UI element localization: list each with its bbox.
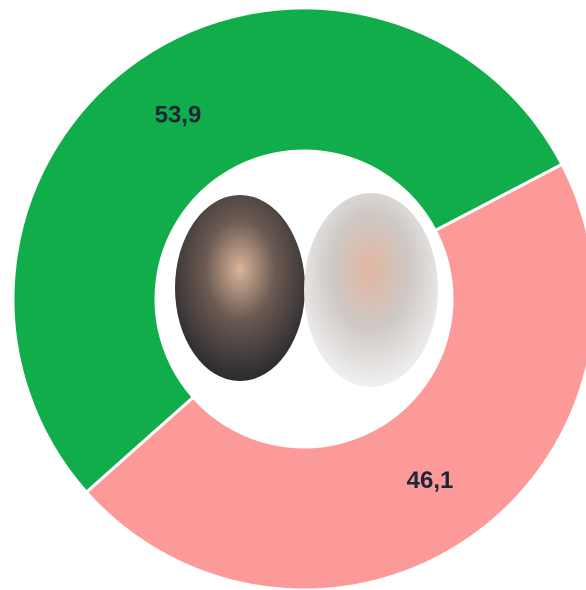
page: {"chart_data": {"type": "donut", "values…: [0, 0, 586, 590]
value-label: 53,9: [155, 102, 202, 129]
chart: 53,9 46,1: [0, 0, 586, 590]
photo-right: [304, 193, 438, 387]
photo-left: [175, 195, 305, 381]
value-label: 46,1: [407, 467, 454, 494]
center-photos: [175, 193, 438, 387]
